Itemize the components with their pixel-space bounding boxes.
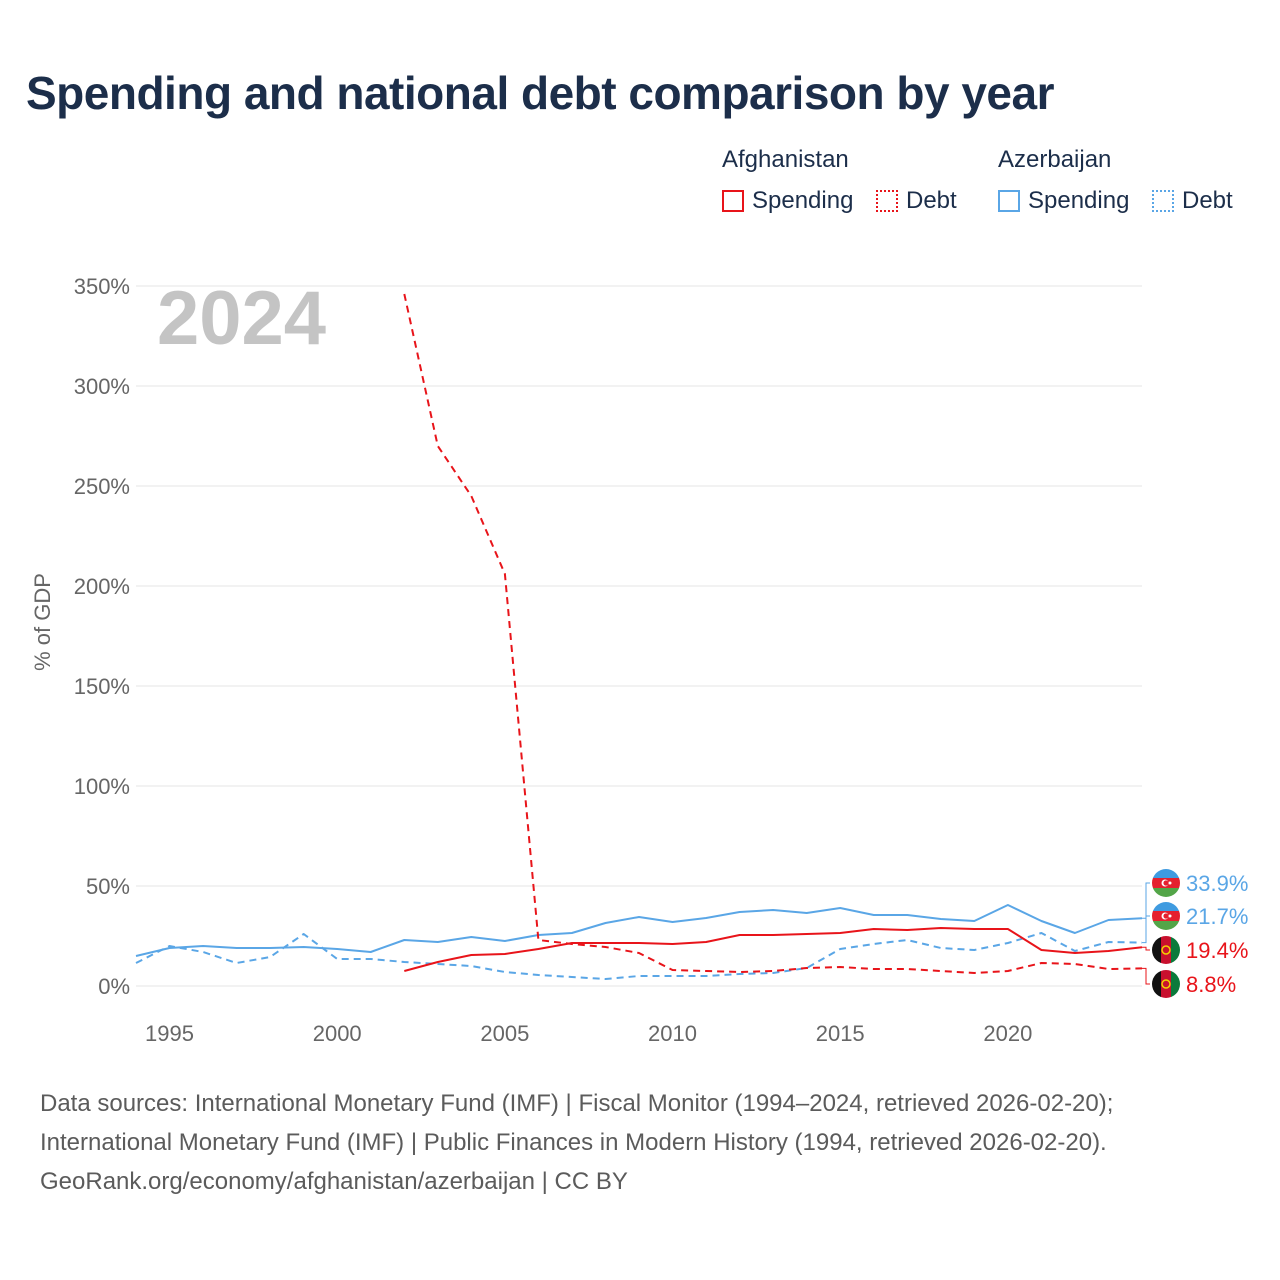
series-line-azerbaijan-spending xyxy=(135,904,1143,957)
y-axis-ticks: 0% 50% 100% 150% 200% 250% 300% 350% xyxy=(74,274,130,999)
footer-credit-link[interactable]: GeoRank.org/economy/afghanistan/azerbaij… xyxy=(40,1168,628,1195)
legend-group-afghanistan: Afghanistan xyxy=(722,146,849,173)
footer-sources-line2: International Monetary Fund (IMF) | Publ… xyxy=(40,1129,1107,1156)
legend-group-azerbaijan: Azerbaijan xyxy=(998,146,1112,173)
end-label-value: 21.7% xyxy=(1186,904,1248,929)
end-label-value: 19.4% xyxy=(1186,938,1248,963)
x-tick-label: 2010 xyxy=(648,1021,697,1046)
afghanistan-flag-icon xyxy=(1152,936,1180,964)
flag-star xyxy=(1168,881,1172,885)
end-label-connector xyxy=(1142,946,1150,951)
flag-stripe-red xyxy=(1161,970,1171,998)
legend-item-afghanistan-debt[interactable]: Debt xyxy=(876,186,957,216)
series-lines xyxy=(135,293,1143,980)
legend-swatch-dotted-red xyxy=(876,190,898,212)
flag-emblem xyxy=(1161,979,1171,989)
y-tick-label: 0% xyxy=(98,974,130,999)
y-axis-label: % of GDP xyxy=(30,573,55,671)
x-tick-label: 2005 xyxy=(480,1021,529,1046)
legend-label: Spending xyxy=(1028,187,1130,214)
end-label-connector xyxy=(1142,882,1150,919)
series-line-azerbaijan-debt xyxy=(135,932,1143,980)
x-tick-label: 1995 xyxy=(145,1021,194,1046)
end-label-connector xyxy=(1142,967,1150,985)
azerbaijan-flag-icon xyxy=(1152,869,1180,897)
legend-swatch-solid-blue xyxy=(998,190,1020,212)
legend-label: Debt xyxy=(906,187,957,214)
end-label-value: 8.8% xyxy=(1186,972,1236,997)
series-line-afghanistan-spending xyxy=(404,927,1143,972)
flag-crescent-cut xyxy=(1163,913,1169,919)
end-label-value: 33.9% xyxy=(1186,871,1248,896)
y-tick-label: 350% xyxy=(74,274,130,299)
legend-item-azerbaijan-spending[interactable]: Spending xyxy=(998,186,1129,216)
flag-stripe-green xyxy=(1152,921,1180,930)
y-tick-label: 150% xyxy=(74,674,130,699)
flag-stripe-green xyxy=(1171,970,1180,998)
afghanistan-flag-icon xyxy=(1152,970,1180,998)
end-labels: 33.9% 21.7% 19.4% 8.8% xyxy=(1142,869,1248,998)
legend-item-afghanistan-spending[interactable]: Spending xyxy=(722,186,853,216)
y-tick-label: 200% xyxy=(74,574,130,599)
flag-star xyxy=(1168,914,1172,918)
chart-title: Spending and national debt comparison by… xyxy=(26,67,1055,119)
flag-stripe-green xyxy=(1171,936,1180,964)
flag-crescent-cut xyxy=(1163,880,1169,886)
y-tick-label: 300% xyxy=(74,374,130,399)
flag-emblem xyxy=(1161,945,1171,955)
series-line-afghanistan-debt xyxy=(403,293,1143,974)
x-tick-label: 2015 xyxy=(816,1021,865,1046)
y-tick-label: 250% xyxy=(74,474,130,499)
footer-sources-line1: Data sources: International Monetary Fun… xyxy=(40,1090,1114,1117)
legend-swatch-dotted-blue xyxy=(1152,190,1174,212)
flag-stripe-black xyxy=(1152,970,1161,998)
y-tick-label: 100% xyxy=(74,774,130,799)
year-watermark: 2024 xyxy=(157,276,326,361)
legend-swatch-solid-red xyxy=(722,190,744,212)
legend-item-azerbaijan-debt[interactable]: Debt xyxy=(1152,186,1233,216)
azerbaijan-flag-icon xyxy=(1152,902,1180,930)
x-axis-ticks: 1995 2000 2005 2010 2015 2020 xyxy=(145,1021,1032,1046)
legend-label: Spending xyxy=(752,187,854,214)
end-label-connector xyxy=(1142,915,1150,944)
flag-stripe-red xyxy=(1161,936,1171,964)
legend-label: Debt xyxy=(1182,187,1233,214)
flag-stripe-green xyxy=(1152,888,1180,897)
flag-stripe-black xyxy=(1152,936,1161,964)
flag-stripe-blue xyxy=(1152,869,1180,878)
x-tick-label: 2000 xyxy=(313,1021,362,1046)
flag-stripe-blue xyxy=(1152,902,1180,911)
gridlines xyxy=(136,285,1142,987)
y-tick-label: 50% xyxy=(86,874,130,899)
x-tick-label: 2020 xyxy=(983,1021,1032,1046)
